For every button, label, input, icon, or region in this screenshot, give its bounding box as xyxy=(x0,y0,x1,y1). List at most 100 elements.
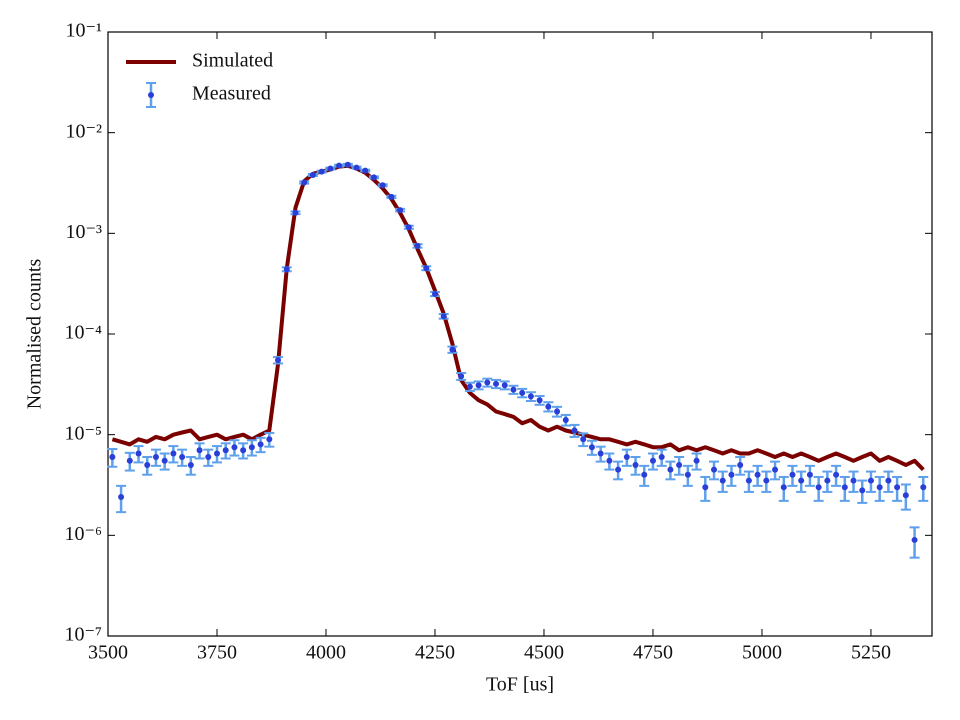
measured-point xyxy=(623,453,630,460)
y-tick-label: 10⁻¹ xyxy=(65,20,102,42)
measured-point xyxy=(353,164,360,171)
measured-point xyxy=(161,457,168,464)
measured-point xyxy=(248,444,255,451)
measured-point xyxy=(649,457,656,464)
measured-point xyxy=(379,182,386,189)
x-tick-label: 5250 xyxy=(851,642,891,664)
measured-point xyxy=(571,427,578,434)
measured-point xyxy=(859,487,866,494)
measured-point xyxy=(170,450,177,457)
measured-point xyxy=(728,471,735,478)
measured-point xyxy=(431,290,438,297)
measured-point xyxy=(126,457,133,464)
measured-point xyxy=(187,461,194,468)
measured-point xyxy=(196,447,203,454)
measured-point xyxy=(466,383,473,390)
measured-point xyxy=(588,444,595,451)
measured-point xyxy=(737,461,744,468)
measured-point xyxy=(257,441,264,448)
measured-point xyxy=(510,386,517,393)
x-tick-label: 5000 xyxy=(742,642,782,664)
measured-point xyxy=(449,346,456,353)
measured-point xyxy=(213,450,220,457)
measured-point xyxy=(475,382,482,389)
measured-point xyxy=(684,471,691,478)
measured-point xyxy=(806,471,813,478)
measured-point xyxy=(458,373,465,380)
x-tick-label: 4000 xyxy=(306,642,346,664)
measured-point xyxy=(597,450,604,457)
measured-point xyxy=(754,471,761,478)
measured-point xyxy=(545,403,552,410)
measured-point xyxy=(327,165,334,172)
measured-point xyxy=(135,450,142,457)
measured-point xyxy=(344,161,351,168)
measured-point xyxy=(423,265,430,272)
measured-point xyxy=(301,179,308,186)
x-tick-label: 3750 xyxy=(197,642,237,664)
measured-point xyxy=(231,444,238,451)
measured-point xyxy=(362,167,369,174)
measured-point xyxy=(876,484,883,491)
measured-point xyxy=(562,416,569,423)
legend-label: Measured xyxy=(192,83,271,105)
measured-point xyxy=(440,313,447,320)
y-tick-label: 10⁻³ xyxy=(65,221,102,243)
legend-label: Simulated xyxy=(192,50,273,72)
measured-point xyxy=(109,453,116,460)
measured-point xyxy=(711,466,718,473)
measured-point xyxy=(798,477,805,484)
measured-point xyxy=(789,471,796,478)
legend-point xyxy=(148,92,154,98)
measured-point xyxy=(824,477,831,484)
measured-point xyxy=(894,484,901,491)
y-tick-label: 10⁻² xyxy=(65,120,102,142)
measured-point xyxy=(266,436,273,443)
measured-point xyxy=(702,484,709,491)
measured-point xyxy=(336,162,343,169)
x-tick-label: 3500 xyxy=(88,642,128,664)
measured-point xyxy=(240,447,247,454)
y-tick-label: 10⁻⁴ xyxy=(64,322,102,344)
measured-point xyxy=(152,453,159,460)
measured-point xyxy=(676,461,683,468)
x-tick-label: 4250 xyxy=(415,642,455,664)
measured-point xyxy=(658,453,665,460)
measured-point xyxy=(118,494,125,501)
measured-point xyxy=(719,477,726,484)
measured-point xyxy=(318,168,325,175)
measured-point xyxy=(867,477,874,484)
measured-point xyxy=(527,393,534,400)
measured-point xyxy=(763,477,770,484)
measured-point xyxy=(493,380,500,387)
measured-point xyxy=(632,461,639,468)
x-tick-label: 4500 xyxy=(524,642,564,664)
measured-point xyxy=(833,471,840,478)
measured-point xyxy=(519,389,526,396)
measured-point xyxy=(205,453,212,460)
measured-point xyxy=(580,436,587,443)
measured-point xyxy=(615,466,622,473)
measured-point xyxy=(920,484,927,491)
measured-point xyxy=(745,477,752,484)
measured-point xyxy=(501,382,508,389)
measured-point xyxy=(414,242,421,249)
measured-point xyxy=(841,484,848,491)
measured-point xyxy=(144,461,151,468)
measured-point xyxy=(815,484,822,491)
measured-point xyxy=(370,174,377,181)
measured-point xyxy=(283,266,290,273)
measured-point xyxy=(850,477,857,484)
measured-point xyxy=(309,171,316,178)
measured-point xyxy=(780,484,787,491)
measured-point xyxy=(554,408,561,415)
x-axis-label: ToF [us] xyxy=(486,674,554,696)
measured-point xyxy=(292,209,299,216)
measured-point xyxy=(885,477,892,484)
x-tick-label: 4750 xyxy=(633,642,673,664)
y-axis-label: Normalised counts xyxy=(24,259,46,410)
measured-point xyxy=(606,457,613,464)
y-tick-label: 10⁻⁶ xyxy=(64,523,102,545)
measured-point xyxy=(388,193,395,200)
